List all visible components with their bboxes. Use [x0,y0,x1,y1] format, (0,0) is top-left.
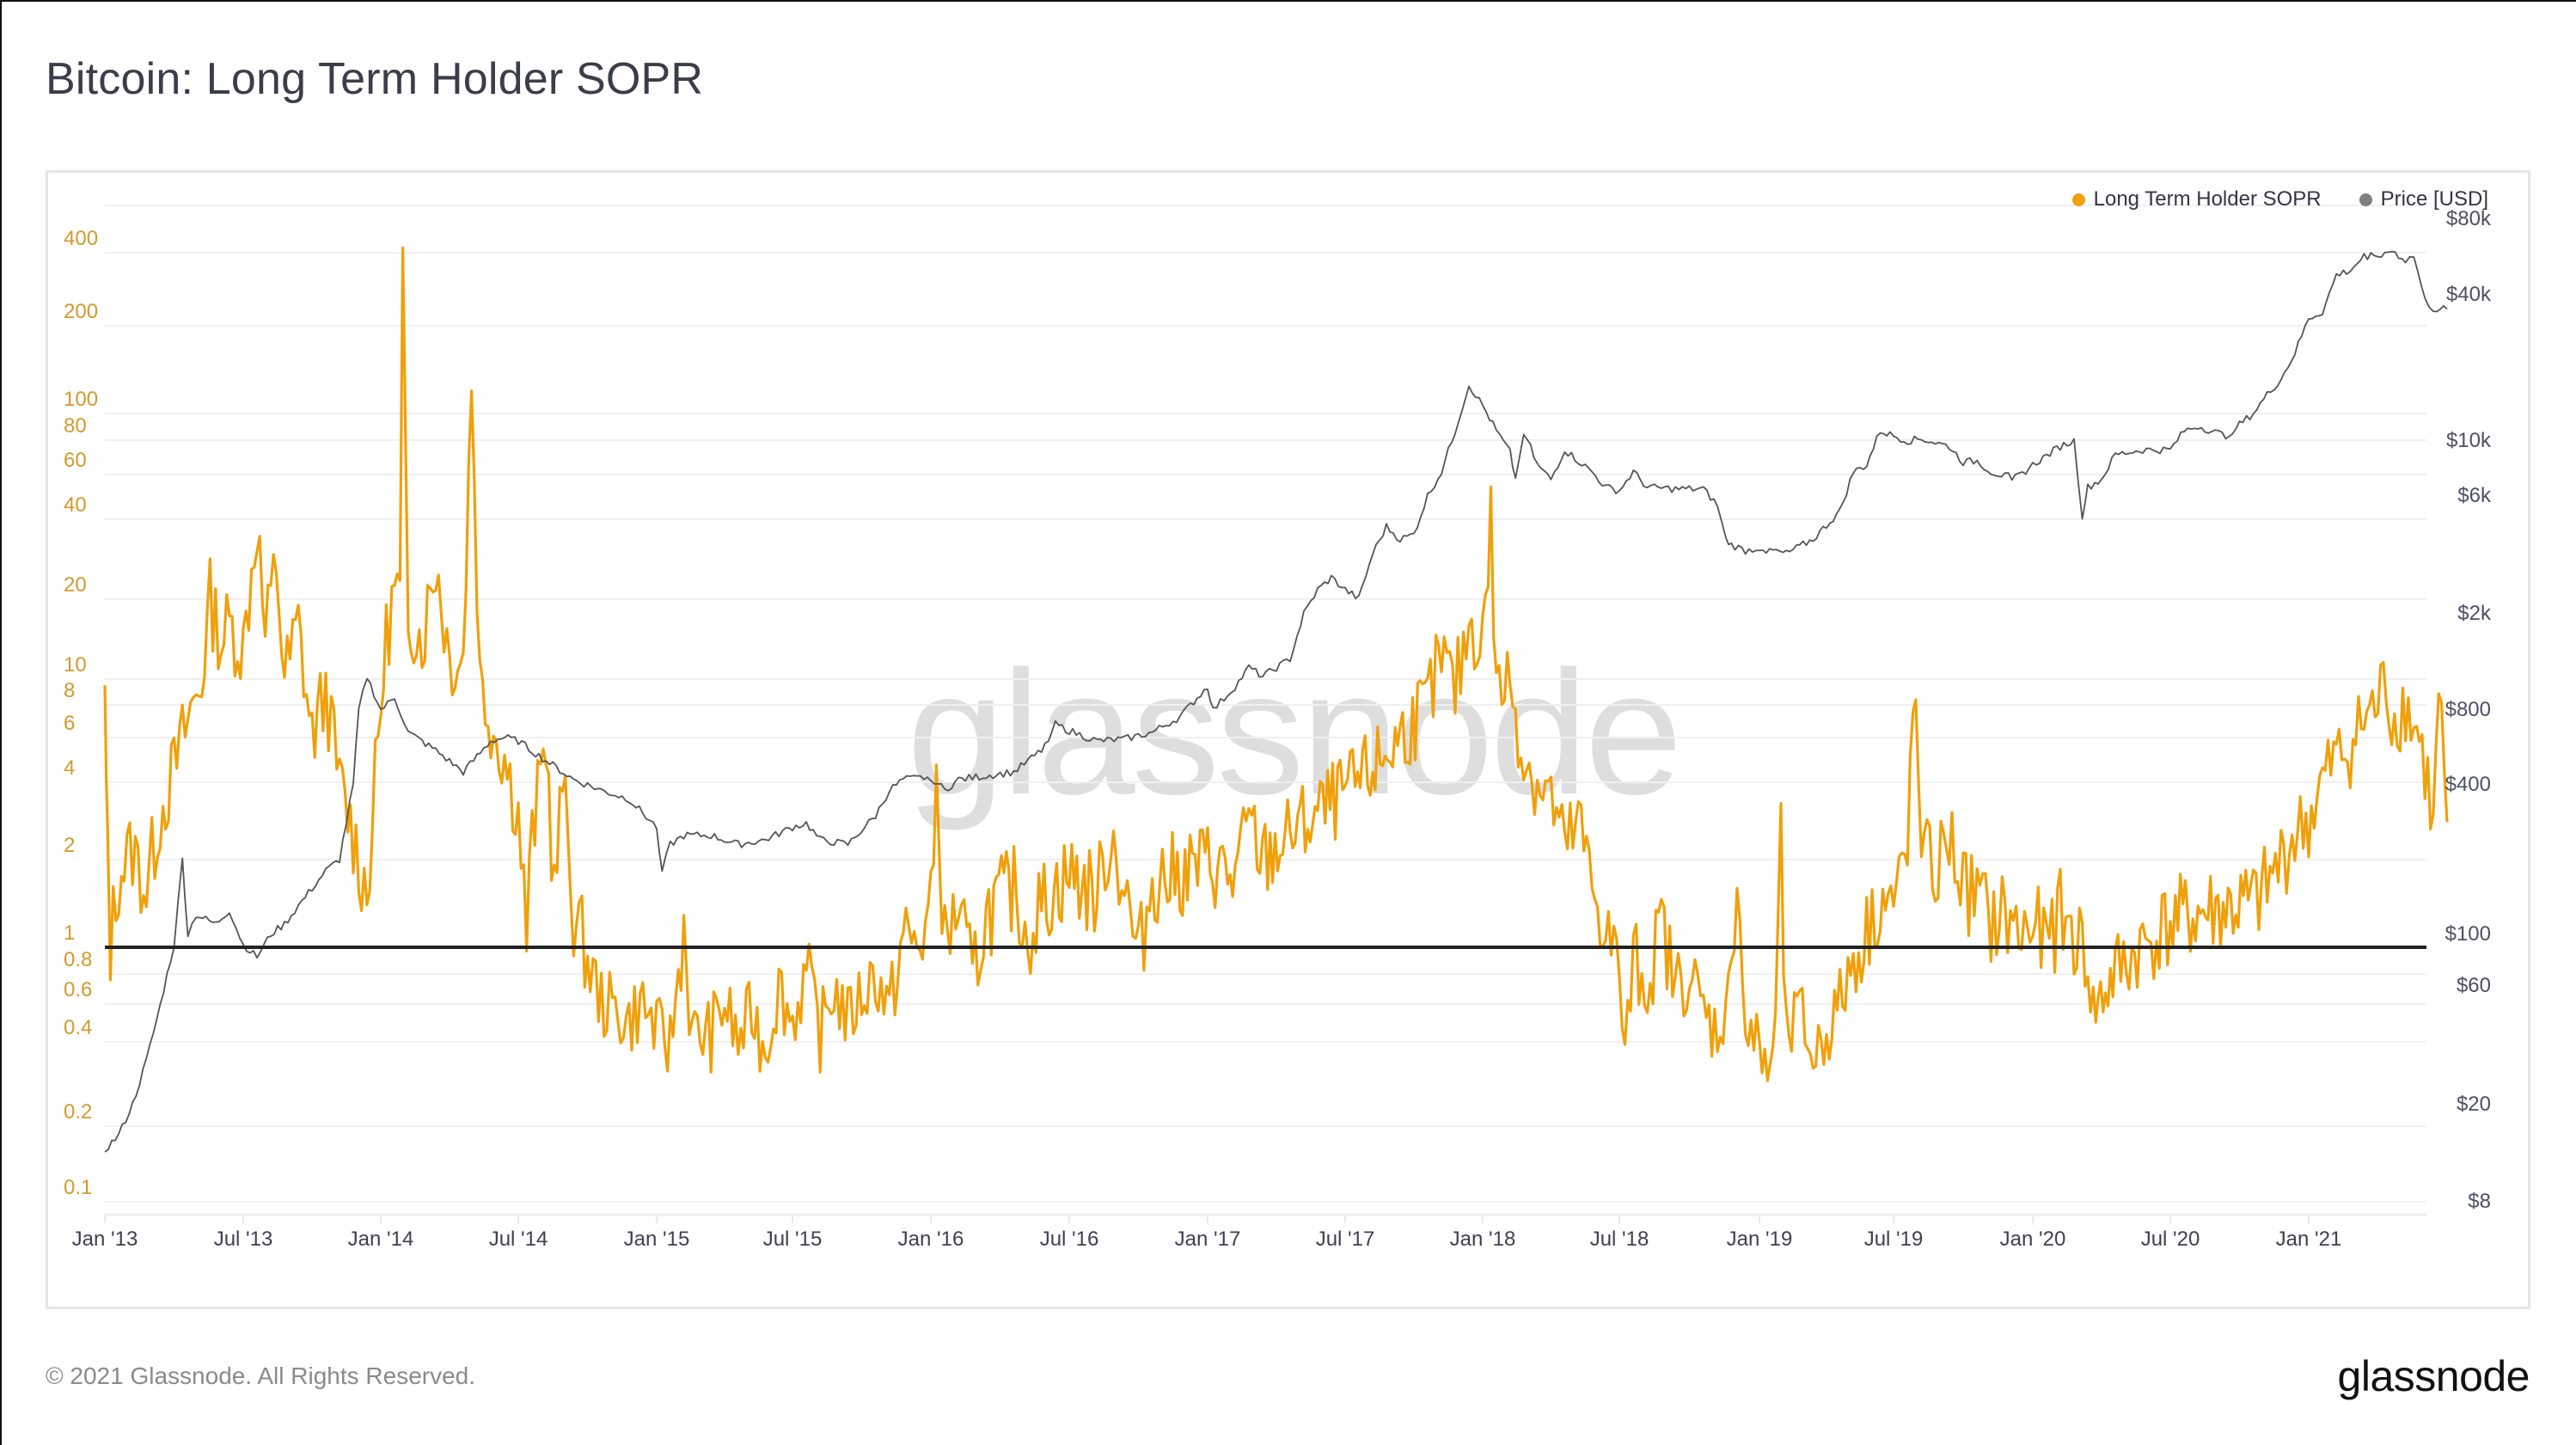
x-axis-label: Jan '18 [1449,1228,1516,1251]
legend-item-price[interactable]: Price [USD] [2359,187,2488,211]
right-axis-label: $100 [2444,922,2491,946]
glassnode-logo: glassnode [2337,1352,2530,1400]
left-axis-label: 0.6 [64,978,93,1001]
left-axis-label: 100 [64,388,99,411]
left-axis-label: 2 [64,834,76,857]
x-axis-label: Jan '16 [897,1228,964,1251]
page-title: Bitcoin: Long Term Holder SOPR [46,54,704,104]
right-axis-label: $6k [2457,484,2491,507]
right-axis-label: $8 [2468,1190,2491,1213]
copyright-text: © 2021 Glassnode. All Rights Reserved. [46,1362,476,1389]
x-axis-label: Jul '20 [2140,1228,2200,1251]
left-axis-label: 40 [64,493,87,517]
sopr-dot-icon [2071,193,2085,206]
x-axis-label: Jan '20 [1999,1228,2066,1251]
left-axis-label: 4 [64,756,76,780]
left-axis-label: 0.4 [64,1016,93,1039]
right-axis-label: $60 [2456,974,2491,997]
left-axis-label: 8 [64,679,76,702]
sopr-line[interactable] [103,246,2449,1082]
x-axis-label: Jul '19 [1863,1228,1924,1251]
left-axis-label: 20 [64,573,87,597]
left-axis-label: 6 [64,712,76,735]
x-axis-label: Jul '18 [1589,1228,1649,1251]
x-axis-label: Jul '13 [213,1228,273,1251]
right-axis-label: $2k [2457,602,2491,625]
legend-label-sopr: Long Term Holder SOPR [2093,187,2322,211]
x-axis-label: Jan '19 [1726,1228,1793,1251]
right-axis-label: $80k [2445,207,2491,230]
left-axis-label: 0.1 [64,1176,93,1199]
chart-container [46,170,2530,1309]
x-axis-label: Jan '15 [623,1228,690,1251]
right-axis-label: $40k [2445,283,2491,306]
left-axis-label: 80 [64,414,87,438]
right-axis-label: $20 [2456,1093,2491,1116]
left-axis-label: 60 [64,449,87,472]
x-axis-label: Jul '16 [1039,1228,1099,1251]
legend: Long Term Holder SOPR Price [USD] [2071,187,2488,211]
x-axis-label: Jan '14 [347,1228,414,1251]
window-frame-top [0,0,2576,2]
x-axis-label: Jan '21 [2275,1228,2342,1251]
window-frame-left [0,0,2,1445]
left-axis-label: 10 [64,653,87,677]
left-axis-label: 1 [64,921,76,945]
x-axis-label: Jan '17 [1174,1228,1241,1251]
price-line[interactable] [104,250,2448,1153]
right-axis-label: $10k [2445,429,2491,452]
right-axis-label: $800 [2444,698,2491,721]
x-axis-label: Jan '13 [71,1228,138,1251]
x-axis-label: Jul '15 [762,1228,823,1251]
left-axis-label: 0.2 [64,1100,93,1124]
legend-label-price: Price [USD] [2380,187,2488,211]
x-axis-label: Jul '14 [488,1228,548,1251]
right-axis-label: $400 [2444,773,2491,796]
legend-item-sopr[interactable]: Long Term Holder SOPR [2071,187,2322,211]
x-axis-label: Jul '17 [1315,1228,1375,1251]
price-dot-icon [2359,193,2372,206]
left-axis-label: 0.8 [64,948,93,971]
left-axis-label: 200 [64,300,99,323]
left-axis-label: 400 [64,227,99,250]
